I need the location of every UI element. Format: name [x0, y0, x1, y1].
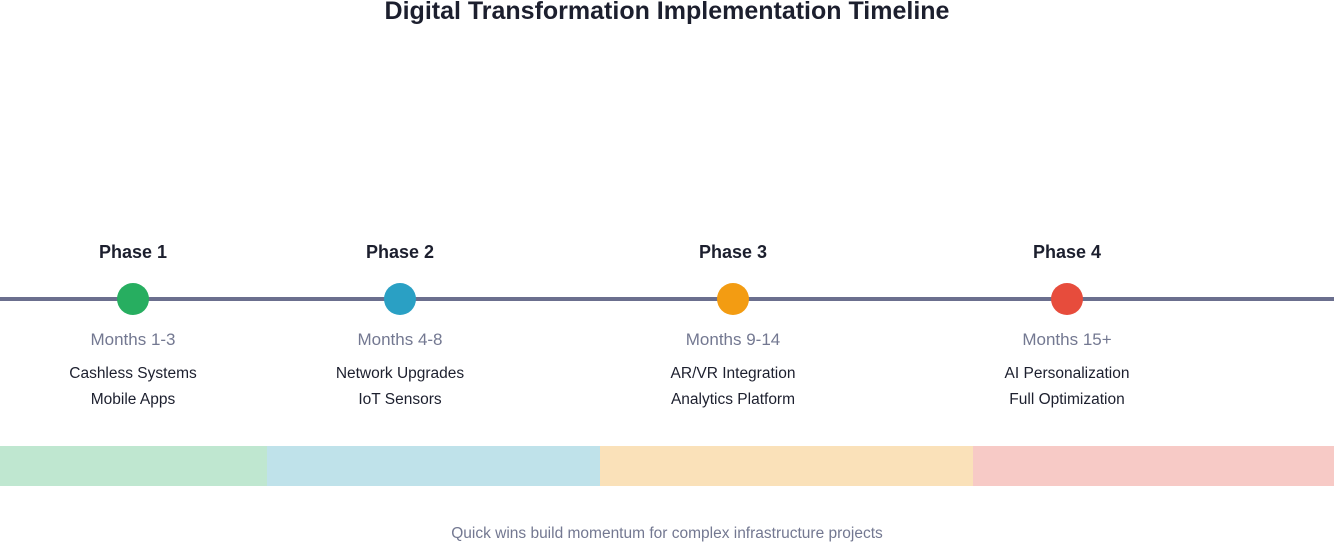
phase-band-2 [267, 446, 600, 486]
phase-marker [717, 283, 749, 315]
phase-label: Phase 1 [98, 242, 168, 262]
phase-months: Months 1-3 [90, 330, 176, 349]
phase-months: Months 15+ [1022, 330, 1112, 349]
footer-note: Quick wins build momentum for complex in… [451, 525, 883, 542]
phase-item: Full Optimization [1009, 391, 1125, 408]
phase-item: Network Upgrades [335, 365, 465, 382]
phase-item: Mobile Apps [90, 391, 176, 408]
phase-item: AR/VR Integration [670, 365, 796, 382]
phase-item: Analytics Platform [670, 391, 796, 408]
phase-marker [117, 283, 149, 315]
phase-band-4 [973, 446, 1334, 486]
diagram-title: Digital Transformation Implementation Ti… [384, 0, 950, 25]
phase-label: Phase 3 [698, 242, 768, 262]
phase-label: Phase 4 [1032, 242, 1102, 262]
phase-band-3 [600, 446, 973, 486]
phase-months: Months 9-14 [685, 330, 781, 349]
phase-marker [384, 283, 416, 315]
phase-band-1 [0, 446, 267, 486]
phase-months: Months 4-8 [357, 330, 443, 349]
phase-item: IoT Sensors [358, 391, 442, 408]
phase-label: Phase 2 [365, 242, 435, 262]
phase-marker [1051, 283, 1083, 315]
phase-item: Cashless Systems [69, 365, 197, 382]
timeline-axis [0, 297, 1334, 301]
phase-item: AI Personalization [1004, 365, 1130, 382]
